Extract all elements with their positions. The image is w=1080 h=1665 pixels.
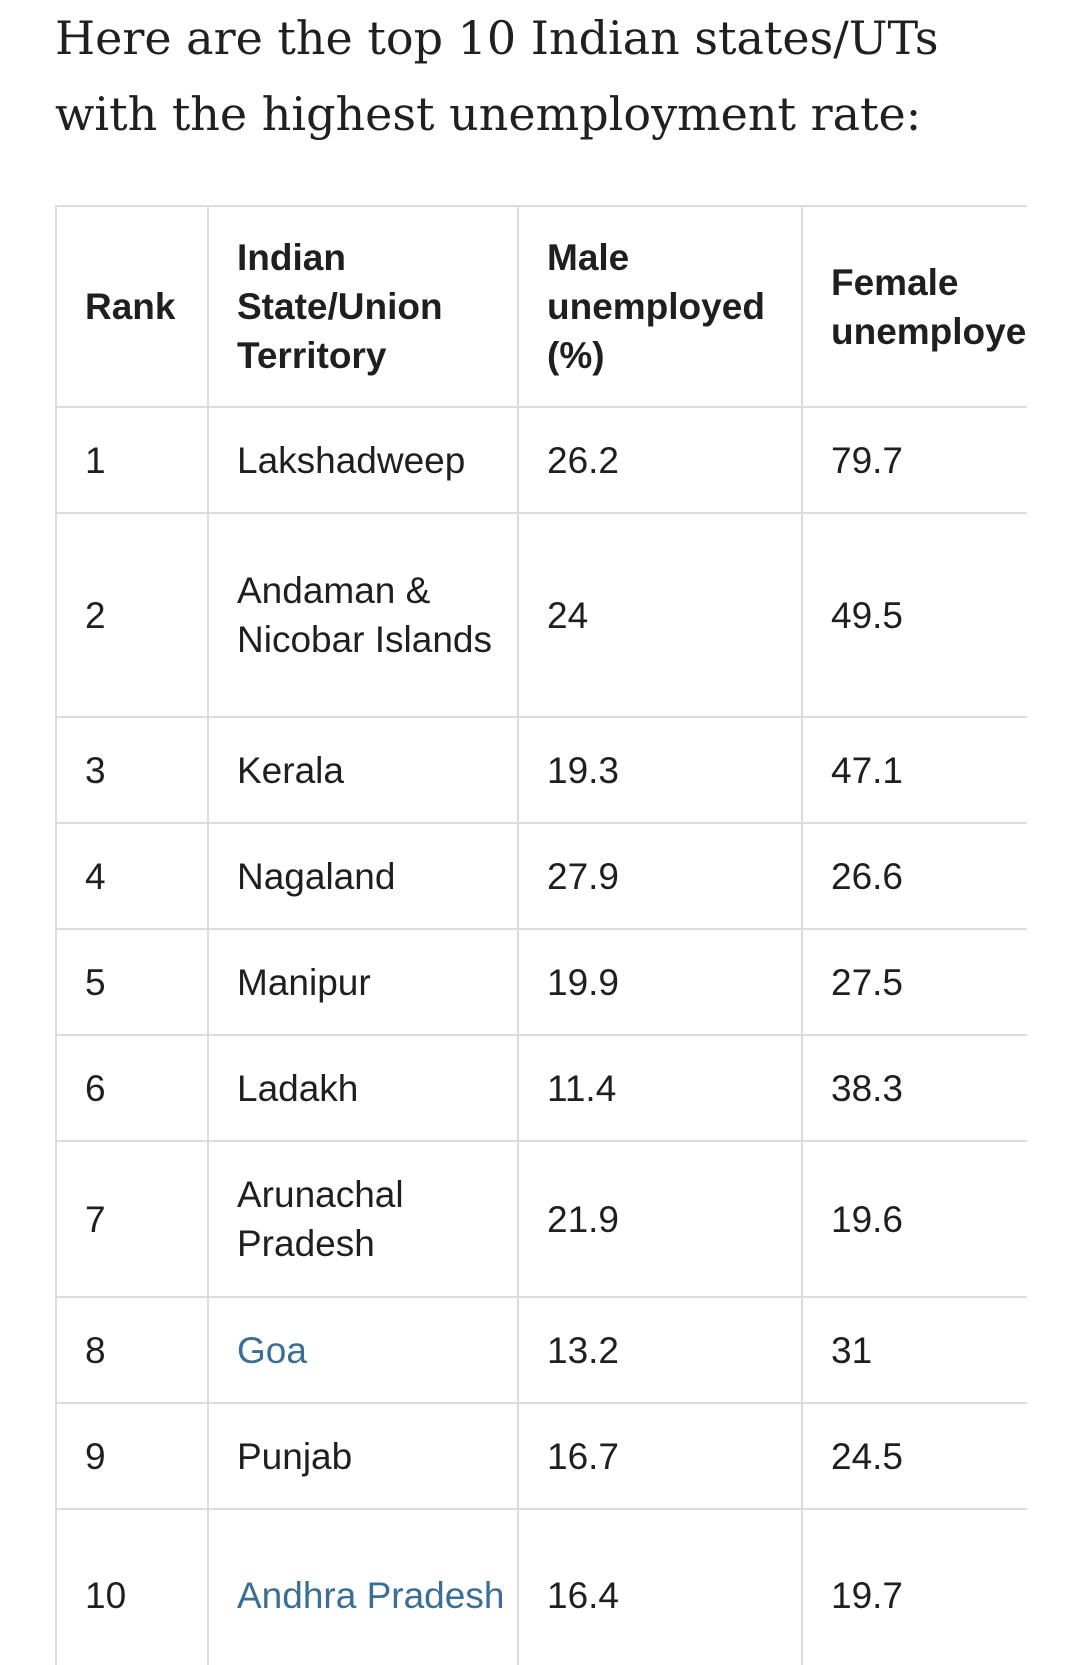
- male-cell: 21.9: [517, 1140, 803, 1298]
- state-cell: Kerala: [207, 716, 519, 824]
- header-female: Female unemployed (%): [801, 205, 1027, 408]
- table-row: 1 Lakshadweep 26.2 79.7: [55, 406, 1027, 514]
- state-cell: Lakshadweep: [207, 406, 519, 514]
- male-cell: 11.4: [517, 1034, 803, 1142]
- state-cell: Ladakh: [207, 1034, 519, 1142]
- table-row: 6 Ladakh 11.4 38.3: [55, 1034, 1027, 1142]
- female-cell: 38.3: [801, 1034, 1027, 1142]
- female-cell: 19.6: [801, 1140, 1027, 1298]
- rank-cell: 3: [55, 716, 209, 824]
- rank-cell: 6: [55, 1034, 209, 1142]
- state-cell: Andaman & Nicobar Islands: [207, 512, 519, 718]
- header-male: Male unemployed (%): [517, 205, 803, 408]
- state-cell: Manipur: [207, 928, 519, 1036]
- female-cell: 47.1: [801, 716, 1027, 824]
- female-cell: 27.5: [801, 928, 1027, 1036]
- state-cell: Arunachal Pradesh: [207, 1140, 519, 1298]
- table-row: 8 Goa 13.2 31: [55, 1296, 1027, 1404]
- rank-cell: 1: [55, 406, 209, 514]
- male-cell: 24: [517, 512, 803, 718]
- rank-cell: 8: [55, 1296, 209, 1404]
- state-link-goa[interactable]: Goa: [237, 1329, 307, 1371]
- male-cell: 16.4: [517, 1508, 803, 1665]
- female-cell: 24.5: [801, 1402, 1027, 1510]
- state-cell: Goa: [207, 1296, 519, 1404]
- rank-cell: 2: [55, 512, 209, 718]
- rank-cell: 5: [55, 928, 209, 1036]
- header-state: Indian State/Union Territory: [207, 205, 519, 408]
- male-cell: 27.9: [517, 822, 803, 930]
- female-cell: 26.6: [801, 822, 1027, 930]
- female-cell: 79.7: [801, 406, 1027, 514]
- unemployment-table: Rank Indian State/Union Territory Male u…: [55, 205, 1027, 1665]
- state-cell: Andhra Pradesh: [207, 1508, 519, 1665]
- male-cell: 19.9: [517, 928, 803, 1036]
- female-cell: 19.7: [801, 1508, 1027, 1665]
- unemployment-table-container[interactable]: Rank Indian State/Union Territory Male u…: [55, 205, 1027, 1665]
- female-cell: 49.5: [801, 512, 1027, 718]
- table-row: 7 Arunachal Pradesh 21.9 19.6: [55, 1140, 1027, 1298]
- table-row: 2 Andaman & Nicobar Islands 24 49.5: [55, 512, 1027, 718]
- male-cell: 19.3: [517, 716, 803, 824]
- table-row: 9 Punjab 16.7 24.5: [55, 1402, 1027, 1510]
- state-cell: Nagaland: [207, 822, 519, 930]
- female-cell: 31: [801, 1296, 1027, 1404]
- state-link-andhra-pradesh[interactable]: Andhra Pradesh: [237, 1574, 505, 1616]
- rank-cell: 9: [55, 1402, 209, 1510]
- rank-cell: 7: [55, 1140, 209, 1298]
- male-cell: 26.2: [517, 406, 803, 514]
- table-row: 10 Andhra Pradesh 16.4 19.7: [55, 1508, 1027, 1665]
- intro-text: Here are the top 10 Indian states/UTs wi…: [55, 11, 939, 141]
- table-row: 4 Nagaland 27.9 26.6: [55, 822, 1027, 930]
- header-rank: Rank: [55, 205, 209, 408]
- rank-cell: 10: [55, 1508, 209, 1665]
- state-cell: Punjab: [207, 1402, 519, 1510]
- table-header-row: Rank Indian State/Union Territory Male u…: [55, 205, 1027, 408]
- rank-cell: 4: [55, 822, 209, 930]
- table-row: 3 Kerala 19.3 47.1: [55, 716, 1027, 824]
- male-cell: 13.2: [517, 1296, 803, 1404]
- male-cell: 16.7: [517, 1402, 803, 1510]
- table-row: 5 Manipur 19.9 27.5: [55, 928, 1027, 1036]
